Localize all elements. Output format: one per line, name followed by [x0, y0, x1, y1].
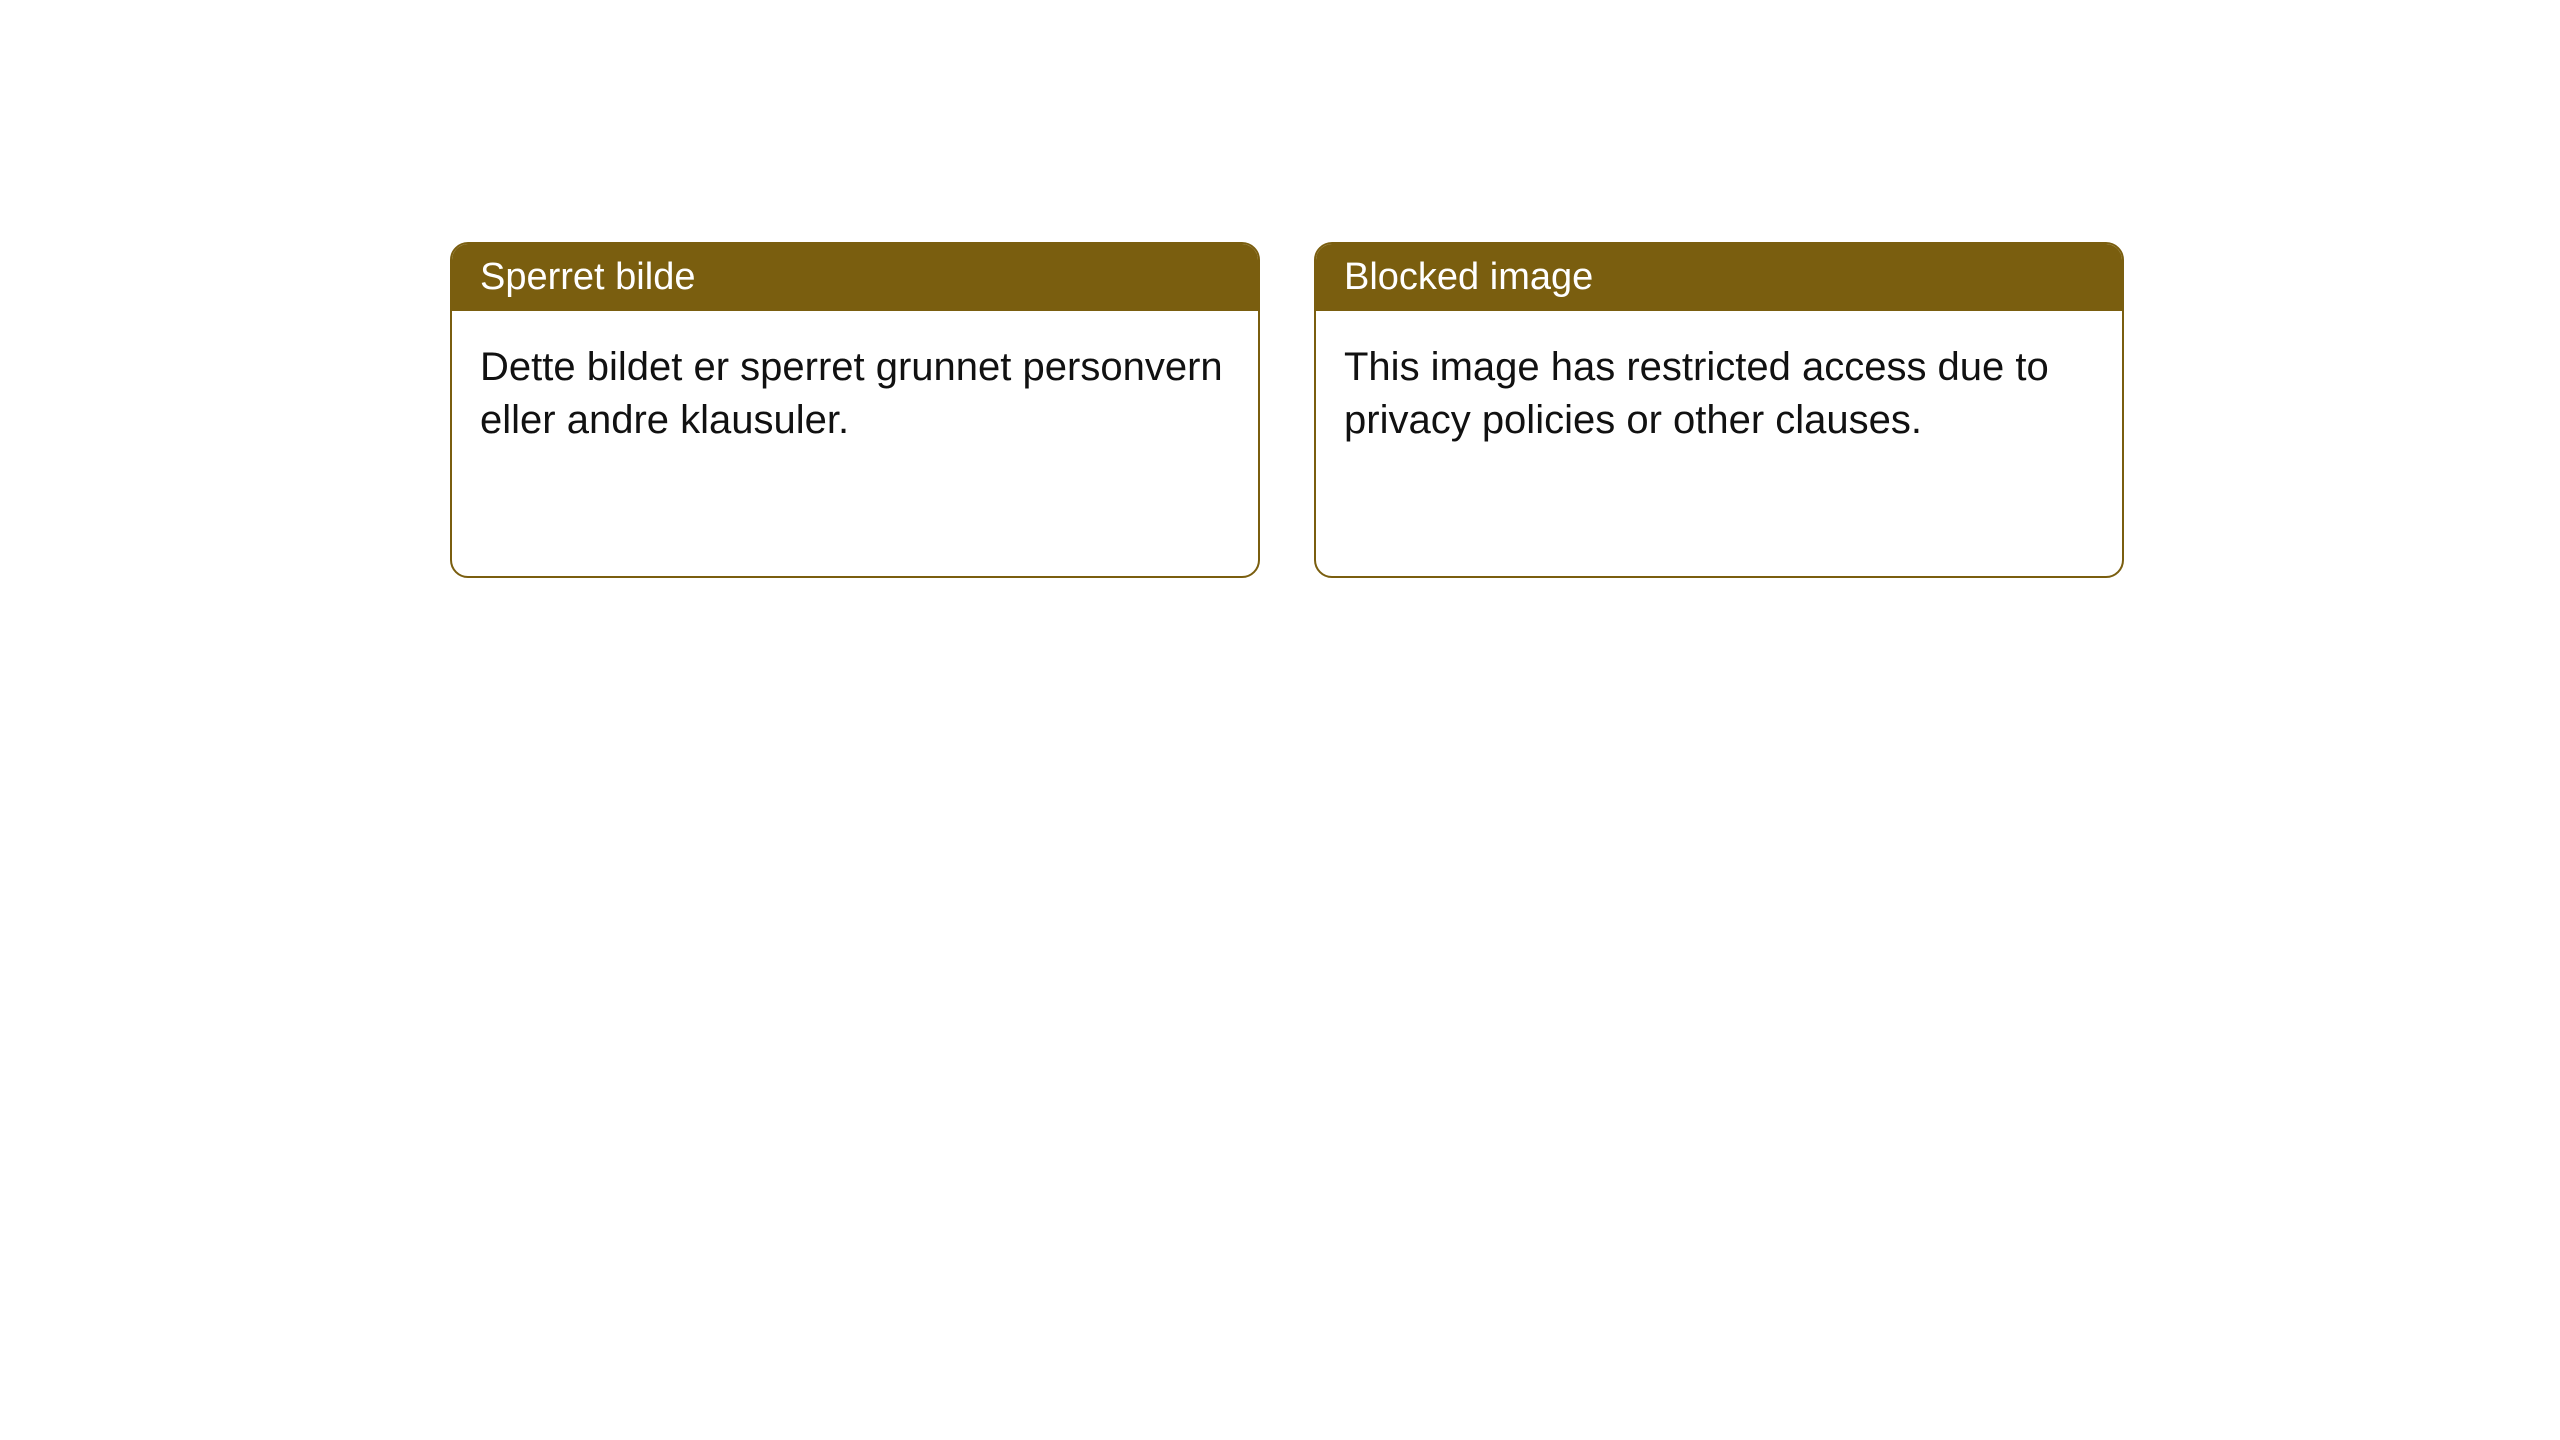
- notice-card-en: Blocked image This image has restricted …: [1314, 242, 2124, 578]
- notice-card-body-en: This image has restricted access due to …: [1316, 311, 2122, 477]
- notice-title-en: Blocked image: [1344, 256, 1593, 298]
- notice-card-body-no: Dette bildet er sperret grunnet personve…: [452, 311, 1258, 477]
- notice-container: Sperret bilde Dette bildet er sperret gr…: [450, 242, 2124, 578]
- notice-card-header-en: Blocked image: [1316, 244, 2122, 311]
- notice-card-header-no: Sperret bilde: [452, 244, 1258, 311]
- notice-body-text-no: Dette bildet er sperret grunnet personve…: [480, 345, 1223, 442]
- notice-title-no: Sperret bilde: [480, 256, 695, 298]
- notice-body-text-en: This image has restricted access due to …: [1344, 345, 2049, 442]
- notice-card-no: Sperret bilde Dette bildet er sperret gr…: [450, 242, 1260, 578]
